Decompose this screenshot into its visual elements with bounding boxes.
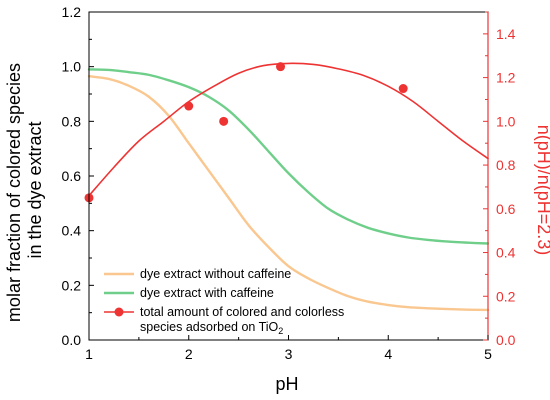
series-adsorbed-point-3: [276, 62, 286, 72]
series-layer: [84, 62, 490, 312]
y-right-tick-label-3: 0.6: [496, 201, 516, 217]
series-without-caffeine-line: [87, 75, 490, 312]
x-tick-label-2: 3: [285, 346, 293, 362]
series-adsorbed-line: [88, 62, 489, 197]
y-right-tick-label-6: 1.2: [496, 70, 516, 86]
y-left-tick-label-2: 0.4: [62, 223, 82, 239]
y-right-tick-label-5: 1.0: [496, 113, 516, 129]
series-adsorbed-point-1: [184, 101, 194, 111]
y-left-tick-label-1: 0.2: [62, 277, 82, 293]
ticks-layer: 1 2 3 4 50.00.20.40.60.81.01.20.00.20.40.60.…: [62, 4, 516, 362]
y-right-tick-label-1: 0.2: [496, 288, 516, 304]
legend-label-adsorbed-prefix: species adsorbed on TiO: [140, 320, 279, 334]
legend-label-adsorbed-subscript: 2: [278, 326, 283, 336]
y-left-tick-label-0: 0.0: [62, 332, 82, 348]
y-left-tick-label-6: 1.2: [62, 4, 82, 20]
y-left-tick-label-5: 1.0: [62, 59, 82, 75]
y-axis-title-left-line2: in the dye extract: [25, 121, 45, 258]
x-tick-label-4: 5: [484, 346, 492, 362]
y-left-tick-label-3: 0.6: [62, 168, 82, 184]
y-right-tick-label-4: 0.8: [496, 157, 516, 173]
legend-label-with-caffeine: dye extract with caffeine: [140, 286, 274, 300]
y-right-tick-label-2: 0.4: [496, 245, 516, 261]
x-tick-label-0: 1: [85, 346, 93, 362]
y-axis-title-right: n(pH)/n(pH=2.3): [534, 125, 550, 256]
y-right-tick-label-7: 1.4: [496, 26, 516, 42]
legend-label-adsorbed-line1: total amount of colored and colorless: [140, 305, 344, 319]
y-axis-title-left-line1: molar fraction of colored species: [4, 63, 24, 322]
y-right-tick-label-0: 0.0: [496, 332, 516, 348]
legend-label-without-caffeine: dye extract without caffeine: [140, 267, 291, 281]
x-tick-label-1: 2: [185, 346, 193, 362]
legend: dye extract without caffeine dye extract…: [104, 267, 344, 336]
legend-marker-adsorbed: [114, 307, 124, 317]
x-tick-label-3: 4: [384, 346, 392, 362]
series-adsorbed-point-4: [398, 84, 408, 94]
series-with-caffeine-line: [87, 68, 490, 245]
x-axis-title: pH: [275, 374, 298, 394]
y-axis-title-left: molar fraction of colored species in the…: [4, 58, 45, 322]
y-left-tick-label-4: 0.8: [62, 113, 82, 129]
legend-label-adsorbed-line2: species adsorbed on TiO2: [140, 320, 283, 336]
series-adsorbed-point-2: [219, 116, 229, 126]
